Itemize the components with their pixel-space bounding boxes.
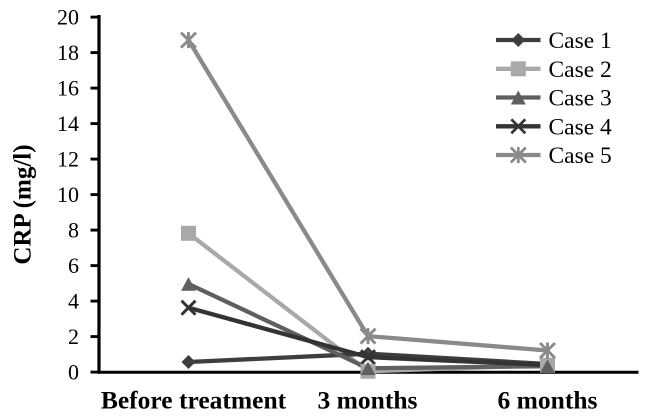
svg-text:3 months: 3 months xyxy=(318,385,418,414)
svg-text:6 months: 6 months xyxy=(498,385,598,414)
svg-text:2: 2 xyxy=(68,324,79,349)
svg-text:16: 16 xyxy=(57,75,79,100)
svg-text:18: 18 xyxy=(57,40,79,65)
svg-text:Case 4: Case 4 xyxy=(549,115,613,141)
svg-text:Case 2: Case 2 xyxy=(549,57,612,83)
svg-text:6: 6 xyxy=(68,253,79,278)
svg-text:8: 8 xyxy=(68,217,79,242)
svg-text:14: 14 xyxy=(57,111,79,136)
svg-text:Case 3: Case 3 xyxy=(549,86,612,112)
svg-text:Case 5: Case 5 xyxy=(549,143,612,169)
svg-text:4: 4 xyxy=(68,288,79,313)
svg-text:20: 20 xyxy=(57,4,79,29)
svg-text:10: 10 xyxy=(57,182,79,207)
svg-text:0: 0 xyxy=(68,359,79,384)
svg-text:Case 1: Case 1 xyxy=(549,28,612,54)
svg-text:CRP (mg/l): CRP (mg/l) xyxy=(10,144,37,264)
svg-text:Before treatment: Before treatment xyxy=(101,385,287,414)
svg-text:12: 12 xyxy=(57,146,79,171)
